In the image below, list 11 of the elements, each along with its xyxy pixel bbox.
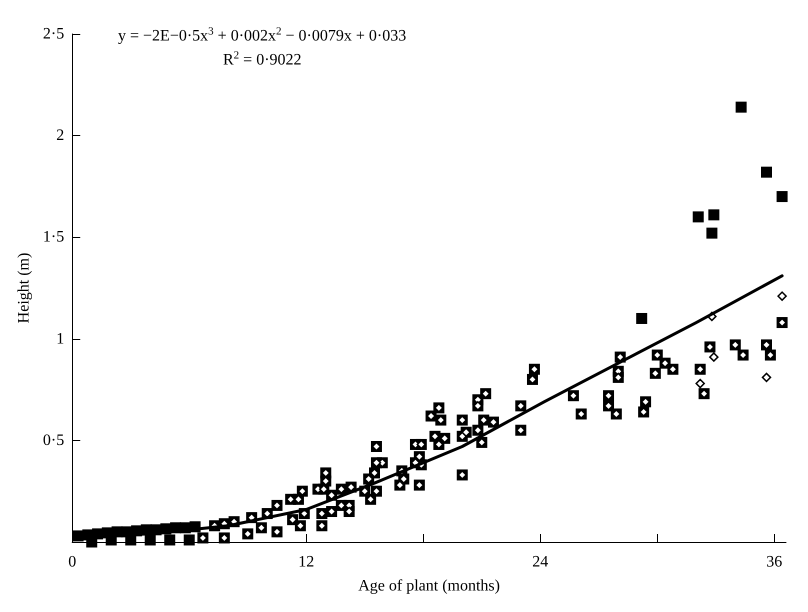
x-tick-label: 36 xyxy=(766,554,782,570)
x-axis-title: Age of plant (months) xyxy=(358,578,500,594)
y-tick-label: 1·5 xyxy=(42,228,64,246)
y-tick-label: 2·5 xyxy=(42,26,64,42)
x-tick-label: 24 xyxy=(532,554,548,570)
y-tick-label: 0·5 xyxy=(42,432,64,449)
y-tick-label: 1 xyxy=(56,330,64,348)
y-tick-label: 2 xyxy=(56,127,64,144)
x-tick-label: 0 xyxy=(68,554,76,570)
y-axis-title: Height (m) xyxy=(16,252,32,324)
x-tick-label: 12 xyxy=(298,554,314,570)
